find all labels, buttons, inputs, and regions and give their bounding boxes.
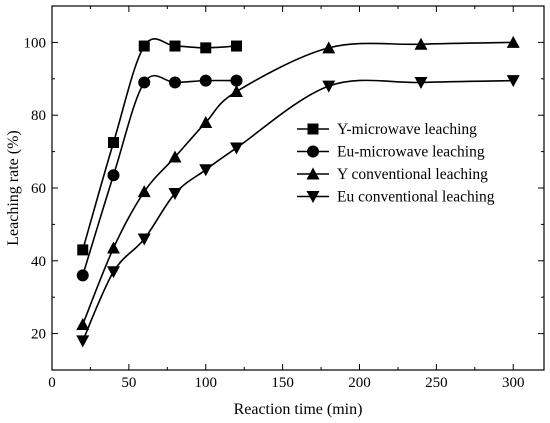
legend: Y-microwave leaching Eu-microwave leachin… [297,121,495,206]
data-point [169,76,181,89]
data-point [231,40,242,52]
data-point [77,244,89,256]
series-circle [76,74,243,282]
legend-label: Y conventional leaching [337,166,488,183]
data-point [230,85,243,98]
data-point [199,115,213,128]
y-tick-label: 20 [31,327,46,343]
data-point [169,40,181,52]
x-tick-label: 100 [195,375,218,391]
data-point [107,241,120,254]
legend-marker [306,167,320,180]
data-point [168,187,182,200]
legend-item: Y conventional leaching [297,166,488,183]
series-square [77,38,242,256]
data-point [200,42,212,54]
series-triangle-down [76,75,520,348]
series-group [76,35,520,348]
x-tick-label: 300 [502,375,525,391]
legend-item: Y-microwave leaching [297,121,477,138]
data-point [506,35,520,48]
legend-item: Eu-microwave leaching [297,144,485,161]
data-point [322,41,336,54]
data-point [76,318,90,330]
x-tick-label: 200 [348,375,371,391]
legend-marker [306,191,320,203]
x-tick-label: 150 [271,375,294,391]
data-point [138,40,150,52]
y-tick-label: 100 [24,35,47,51]
x-axis-title: Reaction time (min) [234,401,363,418]
y-tick-label: 40 [31,254,46,270]
legend-label: Eu-microwave leaching [337,144,485,161]
data-point [230,74,243,87]
x-tick-label: 50 [121,375,136,391]
data-point [230,142,243,155]
legend-label: Eu conventional leaching [337,189,495,206]
data-point [107,266,120,279]
x-tick-label: 0 [48,375,56,391]
data-point [138,76,151,89]
data-point [322,80,336,93]
series-line [81,74,237,276]
legend-label: Y-microwave leaching [337,121,477,138]
legend-marker [307,145,319,158]
y-tick-label: 60 [31,181,46,197]
data-point [76,269,89,282]
series-line [81,38,237,251]
y-axis-title: Leaching rate (%) [5,130,22,245]
data-point [137,233,151,246]
y-tick-label: 80 [31,108,46,124]
data-point [414,37,428,50]
axis-ticks: 0 50 100 150 200 250 300 20 40 60 80 100 [24,6,544,391]
data-point [199,164,213,177]
data-point [168,150,182,163]
data-point [108,137,119,148]
data-point [199,74,212,87]
x-tick-label: 250 [425,375,448,391]
series-triangle-up [76,35,520,330]
series-line [82,79,514,342]
legend-marker [307,123,319,135]
data-point [506,75,520,88]
data-point [137,185,151,198]
data-point [107,169,120,182]
series-line [82,41,514,325]
data-point [76,335,90,348]
data-point [414,76,428,89]
legend-item: Eu conventional leaching [297,189,495,206]
